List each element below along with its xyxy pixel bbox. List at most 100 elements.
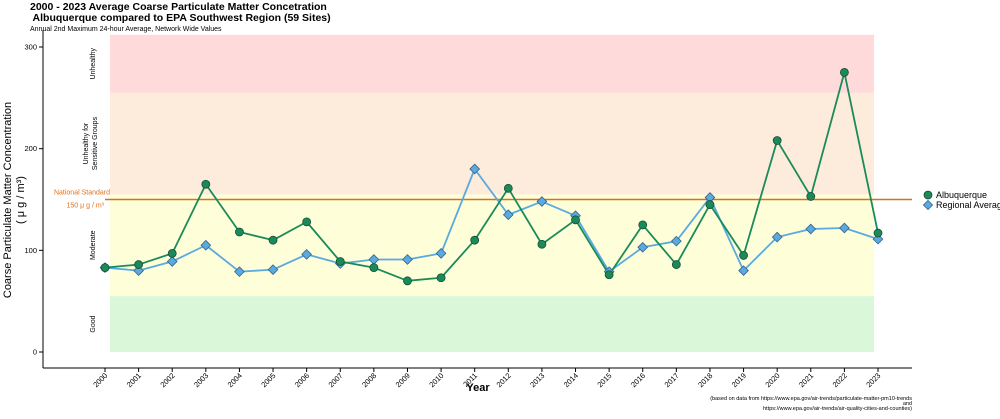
y-tick-label: 200 — [24, 144, 37, 153]
point-albuquerque — [604, 270, 614, 280]
band-label-0: Good — [90, 315, 97, 332]
band-0 — [110, 296, 874, 352]
series-line-albuquerque — [104, 71, 879, 282]
point-regional-average — [670, 235, 682, 247]
x-tick-label: 2000 — [91, 371, 109, 389]
band-label-3: Unhealthy — [90, 48, 97, 80]
x-tick-label: 2013 — [528, 371, 546, 389]
point-albuquerque — [671, 260, 681, 269]
point-regional-average — [839, 222, 850, 234]
legend-label-0: Albuquerque — [936, 190, 987, 200]
y-axis-title: Coarse Particulate Matter Concentration — [2, 102, 14, 298]
point-regional-average — [133, 265, 144, 277]
x-tick-label: 2023 — [864, 371, 882, 389]
series-points — [99, 68, 884, 286]
band-label-1: Moderate — [90, 230, 97, 260]
point-albuquerque — [335, 257, 345, 266]
x-tick-label: 2010 — [427, 371, 445, 389]
x-tick-label: 2012 — [495, 371, 513, 389]
x-tick-label: 2001 — [125, 371, 143, 389]
point-albuquerque — [537, 239, 547, 249]
point-regional-average — [166, 256, 178, 267]
chart-title-line-1: 2000 - 2023 Average Coarse Particulate M… — [30, 1, 327, 13]
x-tick-label: 2006 — [293, 371, 311, 389]
x-tick-label: 2014 — [562, 371, 580, 389]
x-tick-label: 2018 — [696, 371, 714, 389]
point-albuquerque — [167, 248, 177, 258]
point-regional-average — [536, 196, 548, 207]
national-standard-label: National Standard — [54, 190, 110, 197]
point-albuquerque — [470, 235, 480, 245]
x-tick-label: 2004 — [226, 371, 244, 389]
band-3 — [110, 34, 874, 93]
y-tick-label: 0 — [33, 348, 37, 357]
point-regional-average — [435, 248, 447, 259]
y-axis-units: ( μ g / m³) — [15, 176, 27, 224]
point-regional-average — [637, 241, 649, 253]
point-regional-average — [805, 223, 817, 235]
point-albuquerque — [806, 192, 816, 201]
point-regional-average — [402, 254, 413, 265]
series-lines — [104, 71, 879, 282]
band-2 — [110, 92, 874, 195]
aqi-bands — [110, 34, 874, 352]
band-label-2: Unhealthy for Sensitive Groups — [83, 116, 99, 170]
x-tick-label: 2005 — [259, 371, 277, 389]
y-axis-ticks: 0 100 200 300 — [24, 43, 43, 357]
point-regional-average — [469, 163, 481, 175]
point-albuquerque — [571, 215, 580, 225]
point-regional-average — [267, 264, 279, 276]
chart-title-line-2: Albuquerque compared to EPA Southwest Re… — [30, 12, 331, 24]
point-albuquerque — [436, 273, 446, 283]
y-tick-label: 300 — [24, 43, 37, 52]
x-tick-label: 2009 — [394, 371, 412, 389]
point-albuquerque — [739, 251, 748, 260]
point-albuquerque — [638, 220, 648, 230]
point-regional-average — [738, 265, 749, 277]
point-albuquerque — [772, 136, 782, 145]
point-regional-average — [234, 266, 245, 278]
y-tick-label: 100 — [24, 246, 37, 255]
point-regional-average — [872, 233, 884, 245]
point-regional-average — [301, 249, 313, 260]
point-albuquerque — [403, 276, 412, 286]
point-regional-average — [200, 239, 212, 251]
point-albuquerque — [873, 228, 883, 238]
x-tick-label: 2020 — [763, 371, 781, 389]
point-albuquerque — [705, 200, 715, 209]
point-regional-average — [771, 231, 783, 243]
x-tick-label: 2017 — [663, 371, 681, 389]
x-axis-title: Year — [466, 382, 490, 394]
source-line-2: and — [903, 401, 912, 407]
series-line-regional-average — [104, 168, 879, 273]
x-tick-label: 2003 — [192, 371, 210, 389]
point-regional-average — [502, 209, 514, 221]
chart-subtitle: Annual 2nd Maximum 24-hour Average, Netw… — [30, 26, 222, 33]
point-albuquerque — [235, 227, 244, 237]
legend-marker-1 — [922, 199, 934, 211]
x-tick-label: 2019 — [730, 371, 748, 389]
point-albuquerque — [503, 183, 513, 193]
legend-marker-0 — [923, 190, 933, 200]
x-tick-label: 2021 — [797, 371, 815, 389]
point-albuquerque — [201, 179, 211, 189]
x-tick-label: 2002 — [158, 371, 176, 389]
national-standard-value-label: 150 μ g / m³ — [67, 203, 105, 210]
source-line-1: (based on data from https://www.epa.gov/… — [710, 396, 912, 402]
x-tick-label: 2022 — [831, 371, 849, 389]
point-albuquerque — [100, 263, 110, 273]
axes — [42, 30, 912, 369]
x-tick-label: 2015 — [595, 371, 613, 389]
source-line-3: https://www.epa.gov/air-trends/air-quali… — [763, 406, 912, 412]
point-albuquerque — [268, 235, 278, 245]
x-tick-label: 2007 — [327, 371, 345, 389]
point-albuquerque — [839, 68, 849, 77]
legend-label-1: Regional Average — [936, 200, 1000, 210]
x-tick-label: 2008 — [360, 371, 378, 389]
point-albuquerque — [302, 217, 312, 227]
x-tick-label: 2016 — [629, 371, 647, 389]
point-albuquerque — [369, 263, 379, 273]
